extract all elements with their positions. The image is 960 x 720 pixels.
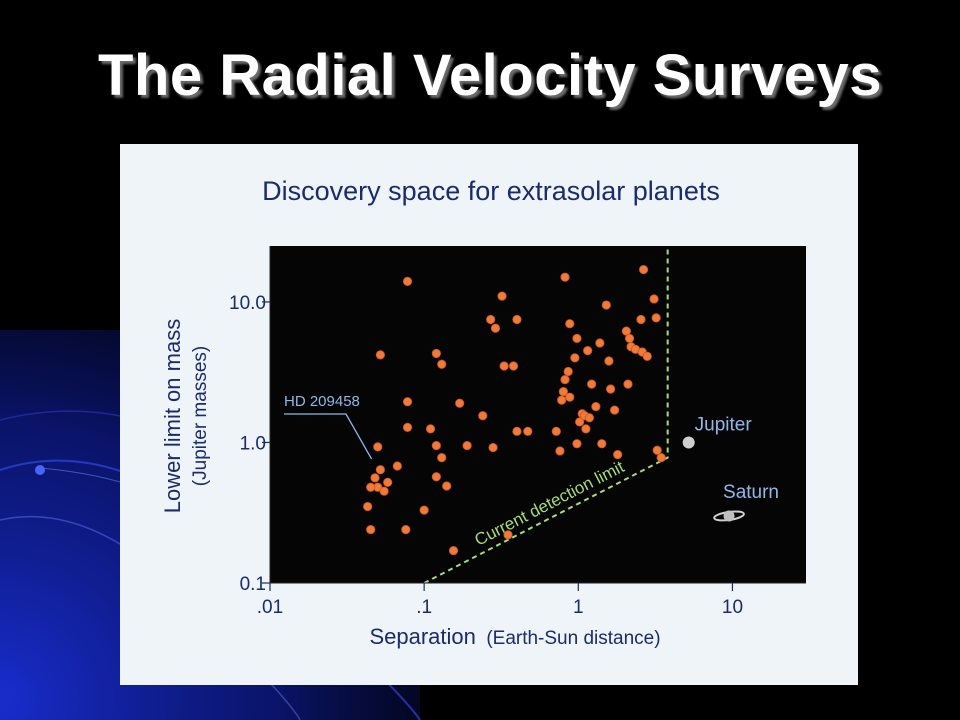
planet-point	[597, 439, 607, 449]
planet-point	[624, 333, 635, 344]
planet-point	[425, 424, 436, 434]
planet-point	[651, 313, 661, 323]
planet-point	[497, 291, 507, 301]
planet-point	[565, 392, 575, 402]
planet-point	[636, 314, 646, 325]
planet-point	[604, 356, 614, 366]
planet-point	[448, 546, 459, 556]
planet-point	[563, 366, 573, 377]
jupiter-label: Jupiter	[695, 414, 753, 435]
planet-point	[437, 359, 447, 369]
planet-point	[572, 439, 582, 449]
hd209458-pointer	[284, 413, 373, 460]
detection-limit-line	[423, 246, 669, 584]
planet-point	[565, 319, 575, 329]
planet-point	[572, 333, 582, 344]
planet-point	[383, 477, 393, 487]
planet-point	[512, 426, 522, 436]
planet-point	[558, 387, 568, 397]
plot-area	[270, 246, 806, 583]
chart-panel: Discovery space for extrasolar planets C…	[120, 144, 858, 685]
planet-point	[442, 481, 452, 491]
planet-point	[503, 530, 513, 540]
hd209458-label: HD 209458	[284, 393, 360, 410]
saturn-icon	[723, 510, 735, 522]
planet-point	[610, 405, 620, 415]
planet-point	[613, 449, 623, 460]
planet-point	[551, 426, 561, 436]
y-tick-label: 0.1	[240, 574, 266, 595]
planet-point	[605, 384, 616, 394]
planet-point	[401, 524, 411, 535]
planet-point	[512, 314, 522, 325]
x-axis-label-note: (Earth-Sun distance)	[486, 628, 660, 649]
planet-point	[431, 440, 441, 451]
x-tick-label: .01	[257, 597, 283, 618]
planet-point	[431, 348, 441, 359]
planet-point	[363, 501, 373, 512]
y-axis-label-note: (Jupiter masses)	[190, 346, 211, 486]
planet-point	[419, 505, 429, 515]
planet-point	[523, 426, 533, 436]
jupiter-icon	[682, 436, 695, 449]
planet-point	[366, 524, 376, 535]
planet-point	[462, 440, 472, 451]
x-axis-label: Separation (Earth-Sun distance)	[369, 624, 660, 649]
x-tick-label: .1	[416, 597, 432, 618]
planet-point	[570, 353, 580, 363]
planet-point	[656, 453, 666, 463]
saturn-label: Saturn	[723, 482, 779, 503]
planet-point	[595, 338, 605, 348]
planet-point	[557, 395, 567, 405]
planet-point	[499, 361, 509, 371]
x-tick-label: 1	[573, 597, 584, 618]
x-axis-label-main: Separation	[369, 624, 475, 649]
planet-point	[560, 272, 570, 282]
planet-point	[402, 422, 413, 432]
planet-point	[373, 442, 383, 452]
planet-point	[402, 276, 413, 286]
planet-point	[583, 346, 593, 356]
planet-point	[370, 473, 380, 483]
planet-point	[649, 294, 659, 304]
slide-title: The Radial Velocity Surveys	[98, 43, 882, 108]
planet-point	[392, 461, 402, 471]
planet-point	[375, 465, 385, 475]
y-axis-label-main: Lower limit on mass	[160, 319, 185, 513]
planet-point	[366, 482, 376, 492]
planet-point	[379, 486, 389, 496]
planet-point	[601, 300, 611, 310]
planet-point	[652, 445, 662, 455]
planet-point	[402, 397, 413, 407]
planet-point	[584, 413, 594, 423]
planet-point	[486, 314, 496, 325]
planet-point	[437, 453, 447, 463]
planet-point	[638, 264, 649, 275]
scatter-chart: Discovery space for extrasolar planets C…	[160, 176, 806, 649]
x-tick-label: 10	[722, 597, 743, 618]
planet-point	[490, 323, 501, 333]
y-tick-label: 10.0	[229, 293, 266, 314]
planet-point	[508, 361, 519, 371]
planet-point	[478, 411, 488, 421]
planet-point	[555, 446, 565, 456]
planet-point	[575, 417, 585, 427]
planet-point	[642, 351, 652, 361]
planet-point	[455, 398, 465, 408]
planet-point	[560, 375, 570, 385]
chart-title: Discovery space for extrasolar planets	[262, 176, 720, 206]
planet-point	[591, 401, 601, 412]
planet-point	[581, 424, 591, 434]
planet-point	[431, 472, 441, 482]
planet-point	[488, 442, 498, 453]
planet-point	[375, 350, 385, 360]
planet-point	[623, 379, 633, 389]
planet-point	[587, 379, 597, 389]
y-tick-label: 1.0	[240, 433, 266, 454]
